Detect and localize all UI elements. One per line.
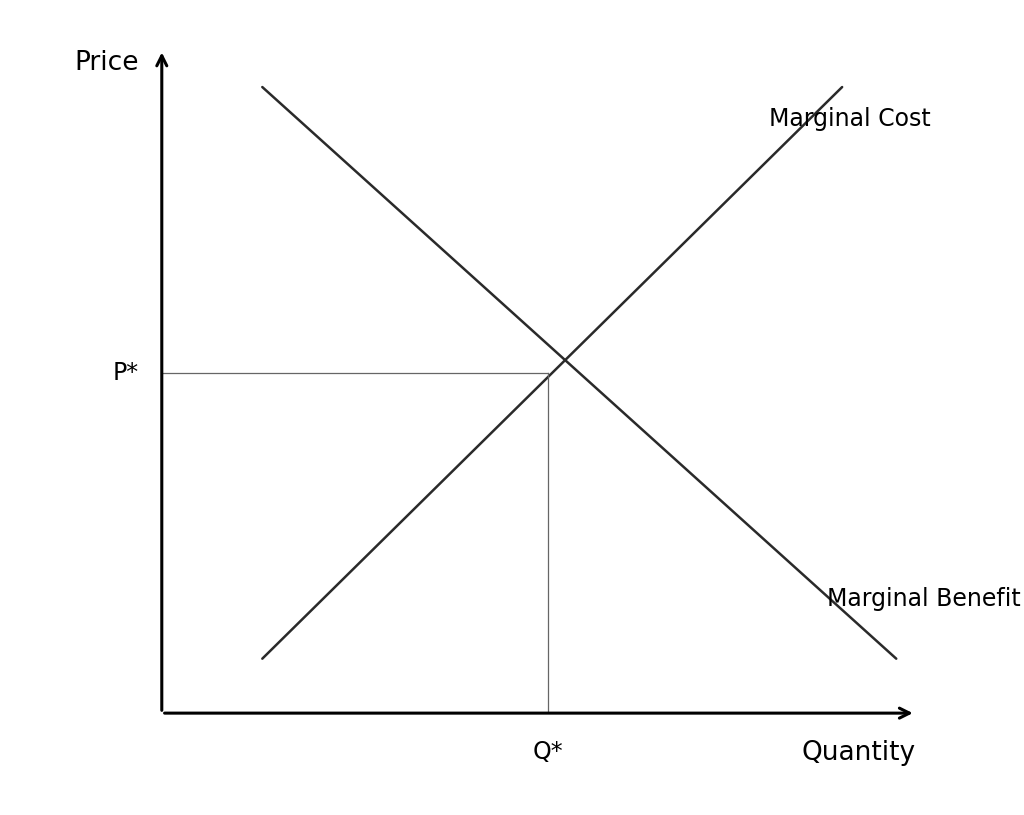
Text: Marginal Benefit: Marginal Benefit [826, 588, 1021, 611]
Text: Price: Price [74, 50, 138, 76]
Text: Quantity: Quantity [802, 740, 915, 766]
Text: P*: P* [113, 361, 138, 385]
Text: Marginal Cost: Marginal Cost [769, 108, 931, 131]
Text: Q*: Q* [534, 740, 563, 764]
